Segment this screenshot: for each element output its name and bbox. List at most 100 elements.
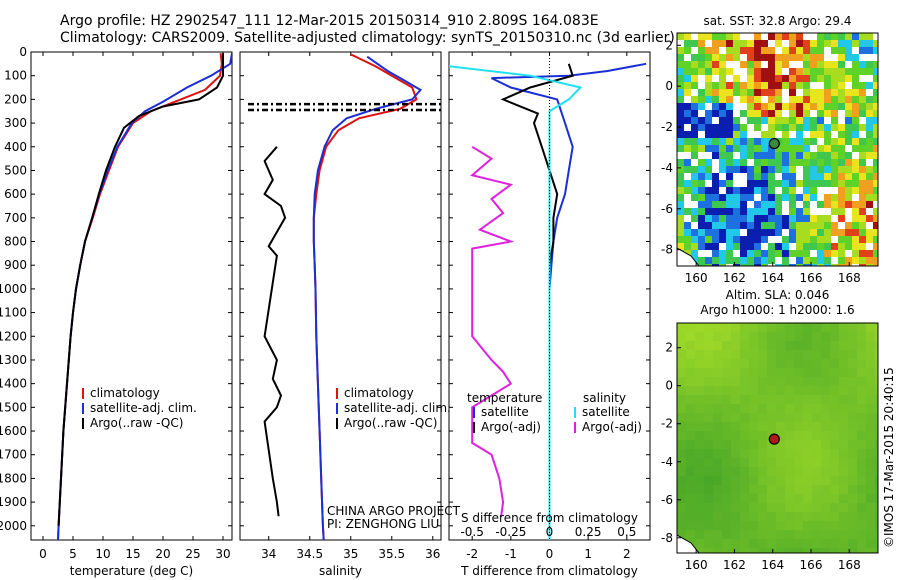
map-cell <box>705 264 712 266</box>
map-cell <box>873 257 878 264</box>
map-cell <box>831 117 838 124</box>
map-cell <box>839 548 848 553</box>
map-cell <box>848 413 857 422</box>
map-cell <box>796 33 803 40</box>
map-cell <box>873 264 878 266</box>
map-cell <box>810 243 817 250</box>
map-cell <box>695 422 704 431</box>
map-cell <box>873 243 878 250</box>
map-cell <box>785 323 794 332</box>
map-cell <box>754 152 761 159</box>
map-cell <box>684 131 691 138</box>
map-cell <box>740 395 749 404</box>
map-cell <box>705 110 712 117</box>
map-cell <box>775 180 782 187</box>
map-cell <box>722 422 731 431</box>
map-cell <box>698 96 705 103</box>
map-cell <box>866 33 873 40</box>
map-cell <box>767 422 776 431</box>
legend-label: Argo(..raw -QC) <box>344 416 437 430</box>
map-cell <box>796 229 803 236</box>
map-cell <box>733 208 740 215</box>
y-tick-label: 1000 <box>0 282 27 296</box>
map-cell <box>848 422 857 431</box>
map-cell <box>719 82 726 89</box>
map-cell <box>677 82 684 89</box>
map-cell <box>698 159 705 166</box>
map-cell <box>761 89 768 96</box>
map-cell <box>761 110 768 117</box>
map-cell <box>677 145 684 152</box>
s-diff-tick-label: -0.5 <box>460 525 483 539</box>
map-cell <box>740 236 747 243</box>
map-cell <box>838 82 845 89</box>
map-cell <box>712 222 719 229</box>
map-cell <box>824 138 831 145</box>
map-cell <box>677 201 684 208</box>
map-cell <box>866 138 873 145</box>
map-cell <box>782 264 789 266</box>
map-cell <box>848 368 857 377</box>
map-cell <box>830 539 839 548</box>
map-cell <box>691 68 698 75</box>
map-cell <box>747 82 754 89</box>
map-cell <box>831 61 838 68</box>
map-cell <box>740 494 749 503</box>
map-cell <box>859 229 866 236</box>
map-cell <box>789 40 796 47</box>
map-cell <box>859 166 866 173</box>
map-cell <box>775 61 782 68</box>
map-cell <box>803 145 810 152</box>
y-tick-label: 0 <box>665 79 673 93</box>
map-cell <box>775 159 782 166</box>
map-cell <box>796 68 803 75</box>
y-tick-label: 1900 <box>0 495 27 509</box>
map-cell <box>873 131 878 138</box>
map-cell <box>691 61 698 68</box>
map-cell <box>758 359 767 368</box>
map-cell <box>859 96 866 103</box>
map-cell <box>873 40 878 47</box>
map-cell <box>859 61 866 68</box>
s-diff-axis-label: S difference from climatology <box>461 511 638 525</box>
map-cell <box>839 332 848 341</box>
map-cell <box>873 173 878 180</box>
map-cell <box>803 440 812 449</box>
map-cell <box>848 512 857 521</box>
map-cell <box>812 332 821 341</box>
map-cell <box>789 145 796 152</box>
map-cell <box>830 413 839 422</box>
map-cell <box>831 152 838 159</box>
map-cell <box>740 530 749 539</box>
map-cell <box>754 110 761 117</box>
map-cell <box>852 68 859 75</box>
map-cell <box>796 117 803 124</box>
map-cell <box>722 467 731 476</box>
map-cell <box>768 124 775 131</box>
map-cell <box>749 341 758 350</box>
map-cell <box>719 194 726 201</box>
map-cell <box>859 82 866 89</box>
map-cell <box>817 250 824 257</box>
map-cell <box>866 413 875 422</box>
map-cell <box>810 236 817 243</box>
map-cell <box>768 131 775 138</box>
map-cell <box>803 350 812 359</box>
map-cell <box>740 194 747 201</box>
map-cell <box>838 40 845 47</box>
map-cell <box>812 431 821 440</box>
map-cell <box>747 68 754 75</box>
map-cell <box>824 166 831 173</box>
map-cell <box>852 208 859 215</box>
map-cell <box>740 341 749 350</box>
map-cell <box>817 243 824 250</box>
map-cell <box>719 159 726 166</box>
map-cell <box>810 229 817 236</box>
map-cell <box>731 539 740 548</box>
y-tick-label: -2 <box>661 417 673 431</box>
map-cell <box>749 359 758 368</box>
map-cell <box>875 476 878 485</box>
map-cell <box>873 117 878 124</box>
map-cell <box>782 243 789 250</box>
map-cell <box>686 467 695 476</box>
